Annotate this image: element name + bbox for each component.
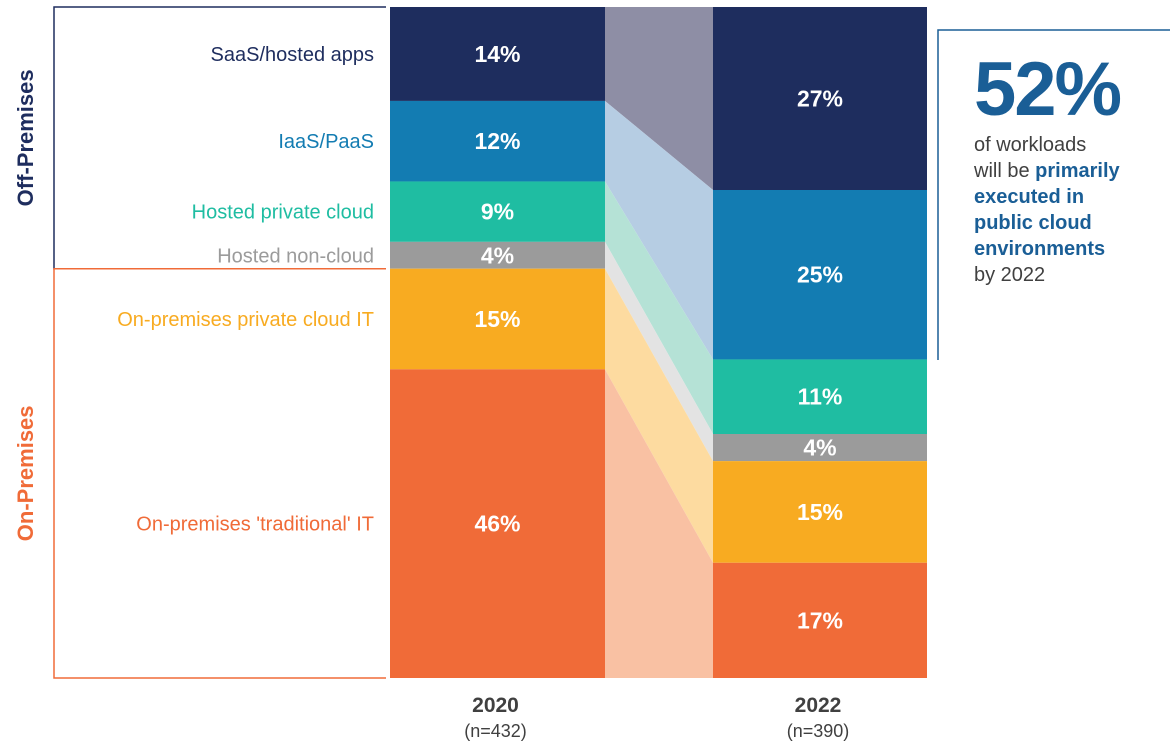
series-label-3: Hosted private cloud <box>192 202 374 224</box>
bar-segment-2022-5 <box>713 461 927 563</box>
data-label-2020-2: 12% <box>474 128 520 154</box>
x-tick-label-1: 2020 <box>472 694 519 717</box>
bar-segment-2020-2 <box>390 100 605 182</box>
connector-band-6 <box>605 369 713 678</box>
callout-line-3-bold: executed in <box>974 186 1085 208</box>
bar-segment-2020-6 <box>390 369 605 678</box>
data-label-2022-6: 17% <box>797 607 843 633</box>
data-label-2022-5: 15% <box>797 499 843 525</box>
data-label-2022-4: 4% <box>803 435 836 461</box>
bar-segment-2022-3 <box>713 359 927 434</box>
callout-line-6: by 2022 <box>974 264 1046 286</box>
callout-text: of workloads will be primarily executed … <box>974 132 1174 288</box>
callout-line-5: environments <box>974 236 1174 262</box>
callout-line-3: executed in <box>974 184 1174 210</box>
bar-segment-2022-6 <box>713 562 927 678</box>
x-tick-label-2: 2022 <box>795 694 842 717</box>
group-label-1: Off-Premises <box>13 69 38 206</box>
callout-line-1: of workloads <box>974 134 1087 156</box>
callout-line-2-bold: primarily <box>1035 160 1120 182</box>
data-label-2020-6: 46% <box>474 511 520 537</box>
connector-band-3 <box>605 181 713 434</box>
data-label-2020-4: 4% <box>481 242 514 268</box>
bar-segment-2022-1 <box>713 7 927 190</box>
callout-panel: 52% of workloads will be primarily execu… <box>974 48 1174 288</box>
x-tick-sublabel-2: (n=390) <box>787 721 850 741</box>
callout-line-5-bold: environments <box>974 238 1106 260</box>
callout-line-2: will be primarily <box>974 158 1174 184</box>
x-tick-sublabel-1: (n=432) <box>464 721 527 741</box>
series-label-2: IaaS/PaaS <box>278 131 374 153</box>
connector-band-5 <box>605 268 713 563</box>
series-label-5: On-premises private cloud IT <box>117 309 374 331</box>
callout-line-4-bold: public cloud <box>974 212 1092 234</box>
bar-segment-2020-5 <box>390 268 605 370</box>
callout-line-4: public cloud <box>974 210 1174 236</box>
callout-value: 52% <box>974 47 1122 132</box>
connector-band-2 <box>605 100 713 360</box>
bar-segment-2022-2 <box>713 190 927 360</box>
bar-segment-2020-4 <box>390 241 605 269</box>
series-label-4: Hosted non-cloud <box>217 245 374 267</box>
callout-divider <box>937 29 1170 360</box>
data-label-2020-5: 15% <box>474 306 520 332</box>
data-label-2022-1: 27% <box>797 86 843 112</box>
bar-segment-2022-4 <box>713 434 927 462</box>
bar-segment-2020-3 <box>390 181 605 242</box>
data-label-2022-2: 25% <box>797 262 843 288</box>
group-bracket-2 <box>53 267 386 679</box>
callout-line-2-prefix: will be <box>974 160 1036 182</box>
group-label-2: On-Premises <box>13 405 38 541</box>
bar-segment-2020-1 <box>390 7 605 101</box>
data-label-2020-1: 14% <box>474 41 520 67</box>
connector-band-4 <box>605 241 713 462</box>
series-label-1: SaaS/hosted apps <box>211 44 374 66</box>
data-label-2022-3: 11% <box>798 384 843 410</box>
data-label-2020-3: 9% <box>481 199 514 225</box>
series-label-6: On-premises 'traditional' IT <box>136 514 374 536</box>
connector-band-1 <box>605 7 713 190</box>
